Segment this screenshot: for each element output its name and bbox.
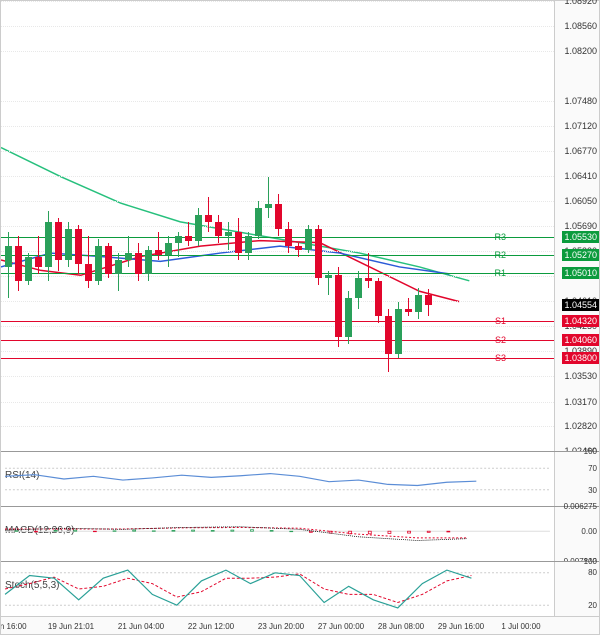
macd-panel[interactable]: MACD(12,26,9) 0.0062750.00-0.007812 [1, 506, 599, 561]
level-badge-s3: 1.03800 [562, 352, 599, 364]
stoch-label: Stoch(5,5,3) [5, 580, 59, 591]
level-label-s3: S3 [495, 353, 506, 363]
y-tick: 1.06770 [564, 146, 597, 156]
level-badge-r1: 1.05010 [562, 267, 599, 279]
y-tick: 1.08560 [564, 21, 597, 31]
y-tick: 1.06410 [564, 171, 597, 181]
y-tick: 1.08200 [564, 46, 597, 56]
level-label-r3: R3 [494, 232, 506, 242]
x-tick: 1 Jul 00:00 [501, 622, 540, 631]
x-tick: 27 Jun 00:00 [318, 622, 364, 631]
x-tick: 23 Jun 20:00 [258, 622, 304, 631]
stoch-panel[interactable]: Stoch(5,5,3) 1008020 [1, 561, 599, 616]
x-tick: 28 Jun 08:00 [378, 622, 424, 631]
main-plot-area[interactable]: R3 R2 R1 S1 S2 S3 [1, 1, 554, 451]
y-tick: 1.07120 [564, 121, 597, 131]
level-badge-r3: 1.05530 [562, 231, 599, 243]
rsi-svg [1, 452, 554, 506]
y-tick: 1.07480 [564, 96, 597, 106]
x-tick: 29 Jun 16:00 [438, 622, 484, 631]
x-tick: 19 Jun 21:01 [48, 622, 94, 631]
chart-container: R3 R2 R1 S1 S2 S3 1.08920 1.08560 1.08200 1.0748… [0, 0, 600, 635]
current-price-badge: 1.04554 [562, 299, 599, 311]
x-tick: 22 Jun 12:00 [188, 622, 234, 631]
stoch-svg [1, 562, 554, 616]
level-badge-s1: 1.04320 [562, 315, 599, 327]
level-label-s2: S2 [495, 335, 506, 345]
rsi-label: RSI(14) [5, 470, 39, 481]
stoch-y-axis: 1008020 [554, 562, 599, 616]
y-tick: 1.03530 [564, 371, 597, 381]
y-tick: 1.03170 [564, 397, 597, 407]
rsi-panel[interactable]: RSI(14) 1007030 [1, 451, 599, 506]
macd-label: MACD(12,26,9) [5, 525, 74, 536]
level-label-r1: R1 [494, 268, 506, 278]
x-tick: un 16:00 [1, 622, 27, 631]
y-tick: 1.02820 [564, 421, 597, 431]
macd-y-axis: 0.0062750.00-0.007812 [554, 507, 599, 561]
level-label-s1: S1 [495, 316, 506, 326]
level-label-r2: R2 [494, 250, 506, 260]
y-tick: 1.08920 [564, 0, 597, 6]
level-badge-r2: 1.05270 [562, 249, 599, 261]
main-y-axis: 1.08920 1.08560 1.08200 1.07480 1.07120 1.067… [554, 1, 599, 451]
rsi-y-axis: 1007030 [554, 452, 599, 506]
y-tick: 1.05690 [564, 221, 597, 231]
level-badge-s2: 1.04060 [562, 334, 599, 346]
x-axis: un 16:00 19 Jun 21:01 21 Jun 04:00 22 Jun 1… [1, 616, 599, 634]
x-tick: 21 Jun 04:00 [118, 622, 164, 631]
y-tick: 1.06050 [564, 196, 597, 206]
macd-svg [1, 507, 554, 561]
main-price-chart[interactable]: R3 R2 R1 S1 S2 S3 1.08920 1.08560 1.08200 1.0748… [1, 1, 599, 451]
